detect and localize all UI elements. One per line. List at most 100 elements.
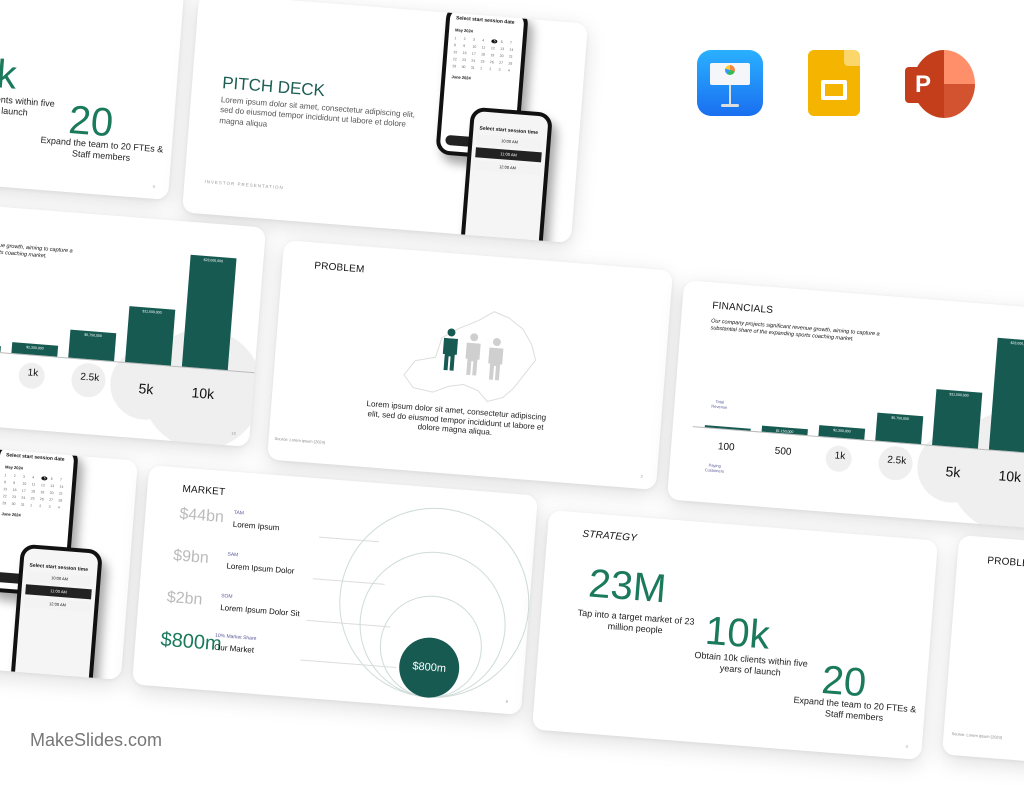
- calendar-day[interactable]: 18: [30, 489, 36, 494]
- calendar-day[interactable]: 28: [58, 498, 63, 503]
- category-label: 10k: [190, 384, 215, 403]
- map-outline: [403, 311, 537, 403]
- calendar-day[interactable]: 4: [482, 38, 485, 43]
- calendar-day[interactable]: 26: [39, 497, 44, 502]
- time-slot[interactable]: 12:00 AM: [474, 160, 541, 176]
- watermark[interactable]: MakeSlides.com: [30, 730, 163, 750]
- calendar-day[interactable]: 10: [472, 44, 477, 49]
- calendar-day[interactable]: 30: [461, 64, 466, 70]
- calendar-day[interactable]: 21: [508, 54, 513, 59]
- calendar-day[interactable]: 23: [461, 57, 467, 63]
- stat-value: 10k: [0, 48, 19, 98]
- calendar-day[interactable]: 7: [59, 477, 63, 482]
- calendar-day[interactable]: 31: [20, 502, 25, 507]
- calendar-day[interactable]: 26: [489, 60, 494, 65]
- calendar-day[interactable]: 2: [39, 504, 42, 509]
- calendar-day[interactable]: 14: [509, 47, 514, 52]
- calendar-day[interactable]: 20: [499, 53, 504, 59]
- market-name: Lorem Ipsum Dolor Sit: [219, 603, 300, 619]
- calendar-day[interactable]: 4: [57, 505, 60, 510]
- calendar-day[interactable]: 1: [4, 473, 7, 478]
- financials-body: Our company projects significant revenue…: [710, 318, 880, 343]
- calendar-day[interactable]: 27: [498, 60, 504, 66]
- calendar-day[interactable]: 28: [508, 61, 513, 66]
- calendar-day[interactable]: 5: [491, 39, 498, 44]
- slide-strategy[interactable]: STRATEGY 23M Tap into a target market of 2…: [531, 510, 939, 760]
- calendar-day[interactable]: 16: [12, 487, 17, 493]
- calendar-day[interactable]: 14: [59, 484, 64, 489]
- calendar-day[interactable]: 20: [49, 490, 54, 496]
- calendar-day[interactable]: 9: [13, 480, 16, 486]
- calendar-day[interactable]: 5: [41, 476, 48, 481]
- slide-problem[interactable]: PROBLEM Lorem ipsum dolor sit amet, cons…: [266, 240, 674, 490]
- slide-pitch-deck[interactable]: PITCH DECK Lorem ipsum dolor sit amet, c…: [181, 0, 589, 243]
- problem-title: PROBLEM: [986, 555, 1024, 571]
- bar-2.5k: $5,750,000: [875, 412, 924, 445]
- calendar-day[interactable]: 2: [489, 67, 492, 72]
- calendar-day[interactable]: 22: [452, 57, 457, 62]
- phone-time-picker: Select start session time 10:00 AM 11:00 …: [458, 106, 553, 243]
- calendar-day[interactable]: 6: [50, 476, 53, 481]
- calendar-day[interactable]: 12: [40, 483, 46, 488]
- calendar-day[interactable]: 24: [21, 495, 26, 500]
- bar-2.5k: $5,750,000: [68, 329, 117, 362]
- calendar-day[interactable]: 16: [462, 50, 467, 56]
- phone-title: Select start session date: [5, 452, 65, 463]
- calendar-day[interactable]: 3: [472, 37, 476, 42]
- calendar-day[interactable]: 9: [463, 43, 466, 49]
- person-icon: [484, 337, 506, 387]
- calendar-day[interactable]: 30: [11, 501, 16, 507]
- calendar-day[interactable]: 27: [48, 497, 54, 503]
- calendar-day[interactable]: 22: [2, 494, 7, 499]
- calendar-day[interactable]: 1: [29, 503, 33, 508]
- calendar-day[interactable]: 17: [21, 488, 26, 493]
- calendar-day[interactable]: 1: [454, 36, 457, 41]
- slide-problem-partial[interactable]: PROBLEM Source: Lorem ipsum (2024): [941, 535, 1024, 785]
- calendar-day[interactable]: 19: [40, 490, 45, 495]
- calendar-day[interactable]: 3: [22, 474, 26, 479]
- slide-market[interactable]: MARKET $44bn TAM Lorem Ipsum $9bn SAM Lorem I…: [131, 465, 539, 715]
- calendar-day[interactable]: 3: [498, 67, 501, 72]
- calendar-day[interactable]: 6: [500, 39, 503, 44]
- calendar-day[interactable]: 8: [453, 43, 457, 48]
- calendar-day[interactable]: 13: [500, 46, 505, 52]
- market-name: Lorem Ipsum Dolor: [226, 561, 295, 576]
- calendar-day[interactable]: 11: [31, 482, 36, 487]
- calendar-day[interactable]: 29: [452, 64, 457, 69]
- calendar-day[interactable]: 15: [3, 487, 8, 492]
- category-label: 500: [774, 445, 792, 458]
- pitch-footer: INVESTOR PRESENTATION: [204, 179, 284, 191]
- calendar-day[interactable]: 13: [50, 483, 55, 489]
- calendar-day[interactable]: 10: [22, 481, 27, 486]
- calendar-day[interactable]: 2: [463, 36, 466, 42]
- time-slot[interactable]: 12:00 AM: [24, 597, 91, 613]
- calendar-day[interactable]: 31: [470, 65, 475, 70]
- calendar-day[interactable]: 25: [30, 496, 35, 501]
- calendar-day[interactable]: 18: [480, 52, 486, 57]
- calendar-day[interactable]: 1: [479, 66, 483, 71]
- calendar-day[interactable]: 23: [11, 494, 17, 500]
- person-icon-highlighted: [439, 328, 461, 378]
- calendar-day[interactable]: 29: [2, 501, 7, 506]
- calendar-day[interactable]: 25: [480, 59, 485, 64]
- stat-caption: Expand the team to 20 FTEs & Staff membe…: [793, 694, 917, 723]
- calendar-day[interactable]: 4: [32, 475, 35, 480]
- calendar-day[interactable]: 4: [507, 68, 510, 73]
- calendar-day[interactable]: 2: [13, 473, 16, 479]
- slide-financials[interactable]: FINANCIALS Our company projects significa…: [666, 280, 1024, 530]
- calendar-day[interactable]: 8: [3, 480, 7, 485]
- calendar-day[interactable]: 24: [471, 58, 476, 63]
- calendar-day[interactable]: 19: [490, 53, 495, 58]
- calendar-day[interactable]: 11: [481, 45, 486, 50]
- calendar-day[interactable]: 21: [58, 491, 63, 496]
- calendar-day[interactable]: 7: [509, 40, 513, 45]
- calendar-day[interactable]: 12: [490, 46, 496, 51]
- calendar-day[interactable]: 15: [453, 50, 458, 55]
- calendar-day[interactable]: 17: [471, 51, 476, 56]
- problem-source: Source: Lorem ipsum (2024): [951, 731, 1003, 741]
- calendar-day[interactable]: 3: [48, 504, 51, 509]
